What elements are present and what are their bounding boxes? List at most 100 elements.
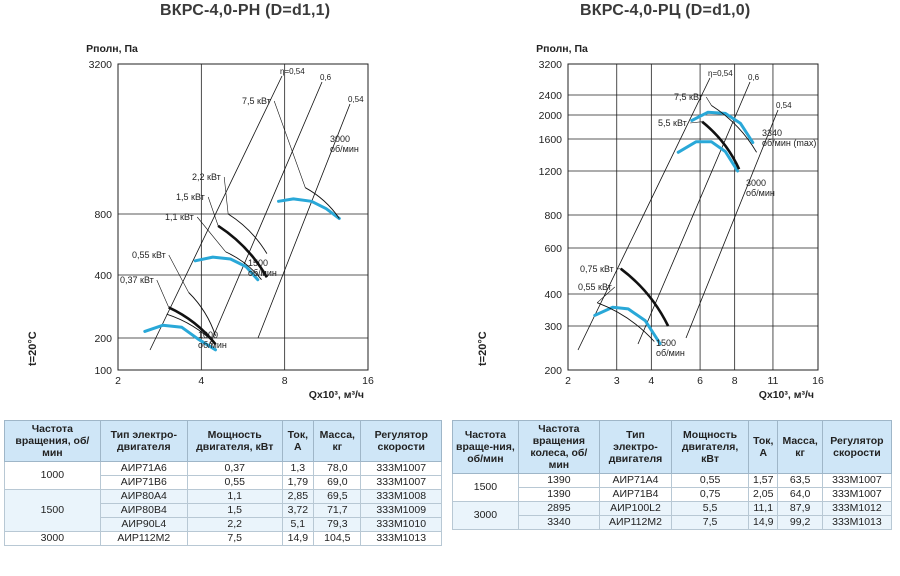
y-tick-label: 200 <box>94 333 112 345</box>
power-label: 2,2 кВт <box>192 172 221 182</box>
fan-curve-3 <box>277 197 341 220</box>
table-cell: 2895 <box>517 501 600 516</box>
fan-curve-1 <box>593 305 662 346</box>
table-cell: 333М1007 <box>360 461 442 476</box>
table-cell: 7,5 <box>186 531 283 546</box>
efficiency-line <box>257 103 351 339</box>
speed-label: 3000 об/мин <box>746 178 775 198</box>
power-line <box>227 213 268 254</box>
table-cell: 2,85 <box>281 489 315 504</box>
table-cell: 333М1013 <box>821 515 893 530</box>
column-header: Масса, кг <box>313 420 362 462</box>
y-tick-label: 2000 <box>539 110 563 122</box>
y-tick-label: 3200 <box>89 59 113 71</box>
table-cell: 1,57 <box>748 473 779 488</box>
column-header: Масса, кг <box>777 420 823 474</box>
power-leader <box>273 100 306 188</box>
x-tick-label: 16 <box>812 375 824 387</box>
x-tick-label: 6 <box>697 375 703 387</box>
speed-label: 3340 об/мин (max) <box>762 128 816 148</box>
table-row: АИР80В4 1,5 3,72 71,7 333М1009 <box>5 503 442 518</box>
table-cell: АИР100L2 <box>598 501 673 516</box>
temperature-label: t=20°C <box>27 331 39 366</box>
x-axis-label: Qx10³, м³/ч <box>309 389 364 401</box>
column-header: Регулятор скорости <box>360 420 442 462</box>
y-axis-label: Pполн, Па <box>86 43 138 55</box>
table-row: 1500 АИР80А4 1,1 2,85 69,5 333М1008 <box>4 489 442 532</box>
table-cell: 2,05 <box>748 487 779 502</box>
y-tick-label: 400 <box>94 270 112 282</box>
y-tick-label: 800 <box>544 210 562 222</box>
table-row: 1390 АИР71В4 0,75 2,05 64,0 333М1007 <box>453 487 893 502</box>
table-cell: 1,5 <box>186 503 283 518</box>
y-tick-label: 1200 <box>539 166 563 178</box>
column-header: Мощность двигателя, кВт <box>671 420 750 474</box>
motor-table-right: Частота враще-ния, об/мин Частота вращени… <box>452 420 893 530</box>
table-cell: 3340 <box>517 515 600 530</box>
efficiency-line <box>149 75 283 351</box>
table-cell: 333М1013 <box>360 531 442 546</box>
table-row: 3000 АИР112М2 7,5 14,9 104,5 333М1013 <box>4 531 442 546</box>
table-cell: 99,2 <box>777 515 823 530</box>
power-line <box>597 302 655 342</box>
power-label: 1,1 кВт <box>165 212 194 222</box>
table-cell: 69,5 <box>313 489 362 504</box>
table-cell: 5,1 <box>281 517 315 532</box>
temperature-label: t=20°C <box>477 331 489 366</box>
y-axis-label: Pполн, Па <box>536 43 588 55</box>
table-cell: АИР71А4 <box>598 473 673 488</box>
table-row: 1000 АИР71А6 0,37 1,3 78,0 333М1007 <box>4 461 442 490</box>
table-cell: АИР112М2 <box>598 515 673 530</box>
y-tick-label: 800 <box>94 209 112 221</box>
power-leader <box>168 254 189 293</box>
efficiency-label: η=0,54 <box>280 67 305 76</box>
table-cell: 0,75 <box>671 487 750 502</box>
power-label: 7,5 кВт <box>242 96 271 106</box>
x-tick-label: 2 <box>565 375 571 387</box>
table-cell: 0,37 <box>186 461 283 476</box>
x-tick-label: 2 <box>115 375 121 387</box>
power-label: 0,55 кВт <box>578 282 612 292</box>
table-row: 3000 2895 АИР100L2 5,5 11,1 87,9 333М1012 <box>452 501 893 530</box>
table-cell: АИР71А6 <box>99 461 188 476</box>
table-cell: 14,9 <box>281 531 315 546</box>
power-label: 0,55 кВт <box>132 250 166 260</box>
table-cell: 14,9 <box>748 515 779 530</box>
chart-title-right: ВКРС-4,0-РЦ (D=d1,0) <box>580 2 751 19</box>
table-cell: АИР112М2 <box>99 531 188 546</box>
table-row: 3340 АИР112М2 7,5 14,9 99,2 333М1013 <box>453 515 893 530</box>
table-cell: 71,7 <box>313 503 362 518</box>
chart-right: 2 3 4 6 8 11 16 200 300 400 600 800 1200 1600 2000 2400… <box>477 43 824 401</box>
power-leader <box>690 121 703 124</box>
table-cell: АИР71В6 <box>99 475 188 490</box>
power-line <box>305 187 340 219</box>
x-tick-label: 16 <box>362 375 374 387</box>
table-cell: 1000 <box>4 461 101 490</box>
table-cell: 1,3 <box>281 461 315 476</box>
motor-table-left: Частота вращения, об/мин Тип электро-двиг… <box>4 420 442 546</box>
table-cell: 1500 <box>4 489 101 532</box>
table-cell: 0,55 <box>671 473 750 488</box>
y-tick-label: 3200 <box>539 59 563 71</box>
table-cell: 3000 <box>452 501 519 530</box>
power-leader <box>196 216 226 253</box>
column-header: Частота вращения колеса, об/мин <box>517 420 600 474</box>
y-tick-label: 300 <box>544 321 562 333</box>
table-cell: 5,5 <box>671 501 750 516</box>
table-cell: 333М1007 <box>821 473 893 488</box>
column-header: Тип электро-двигателя <box>598 420 673 474</box>
efficiency-label: 0,6 <box>748 73 760 82</box>
power-line <box>188 292 216 336</box>
efficiency-line <box>637 81 751 345</box>
table-cell: 333М1012 <box>821 501 893 516</box>
y-tick-label: 600 <box>544 243 562 255</box>
y-tick-label: 200 <box>544 365 562 377</box>
power-line <box>168 306 217 346</box>
y-tick-label: 1600 <box>539 134 563 146</box>
chart-left: 2 4 8 16 100 200 400 800 3200 Pполн, Па Qx10³, м³/… <box>27 43 374 401</box>
table-cell: 63,5 <box>777 473 823 488</box>
power-line <box>225 251 262 280</box>
power-leader <box>705 96 712 106</box>
efficiency-label: η=0,54 <box>708 69 733 78</box>
efficiency-label: 0,54 <box>776 101 792 110</box>
